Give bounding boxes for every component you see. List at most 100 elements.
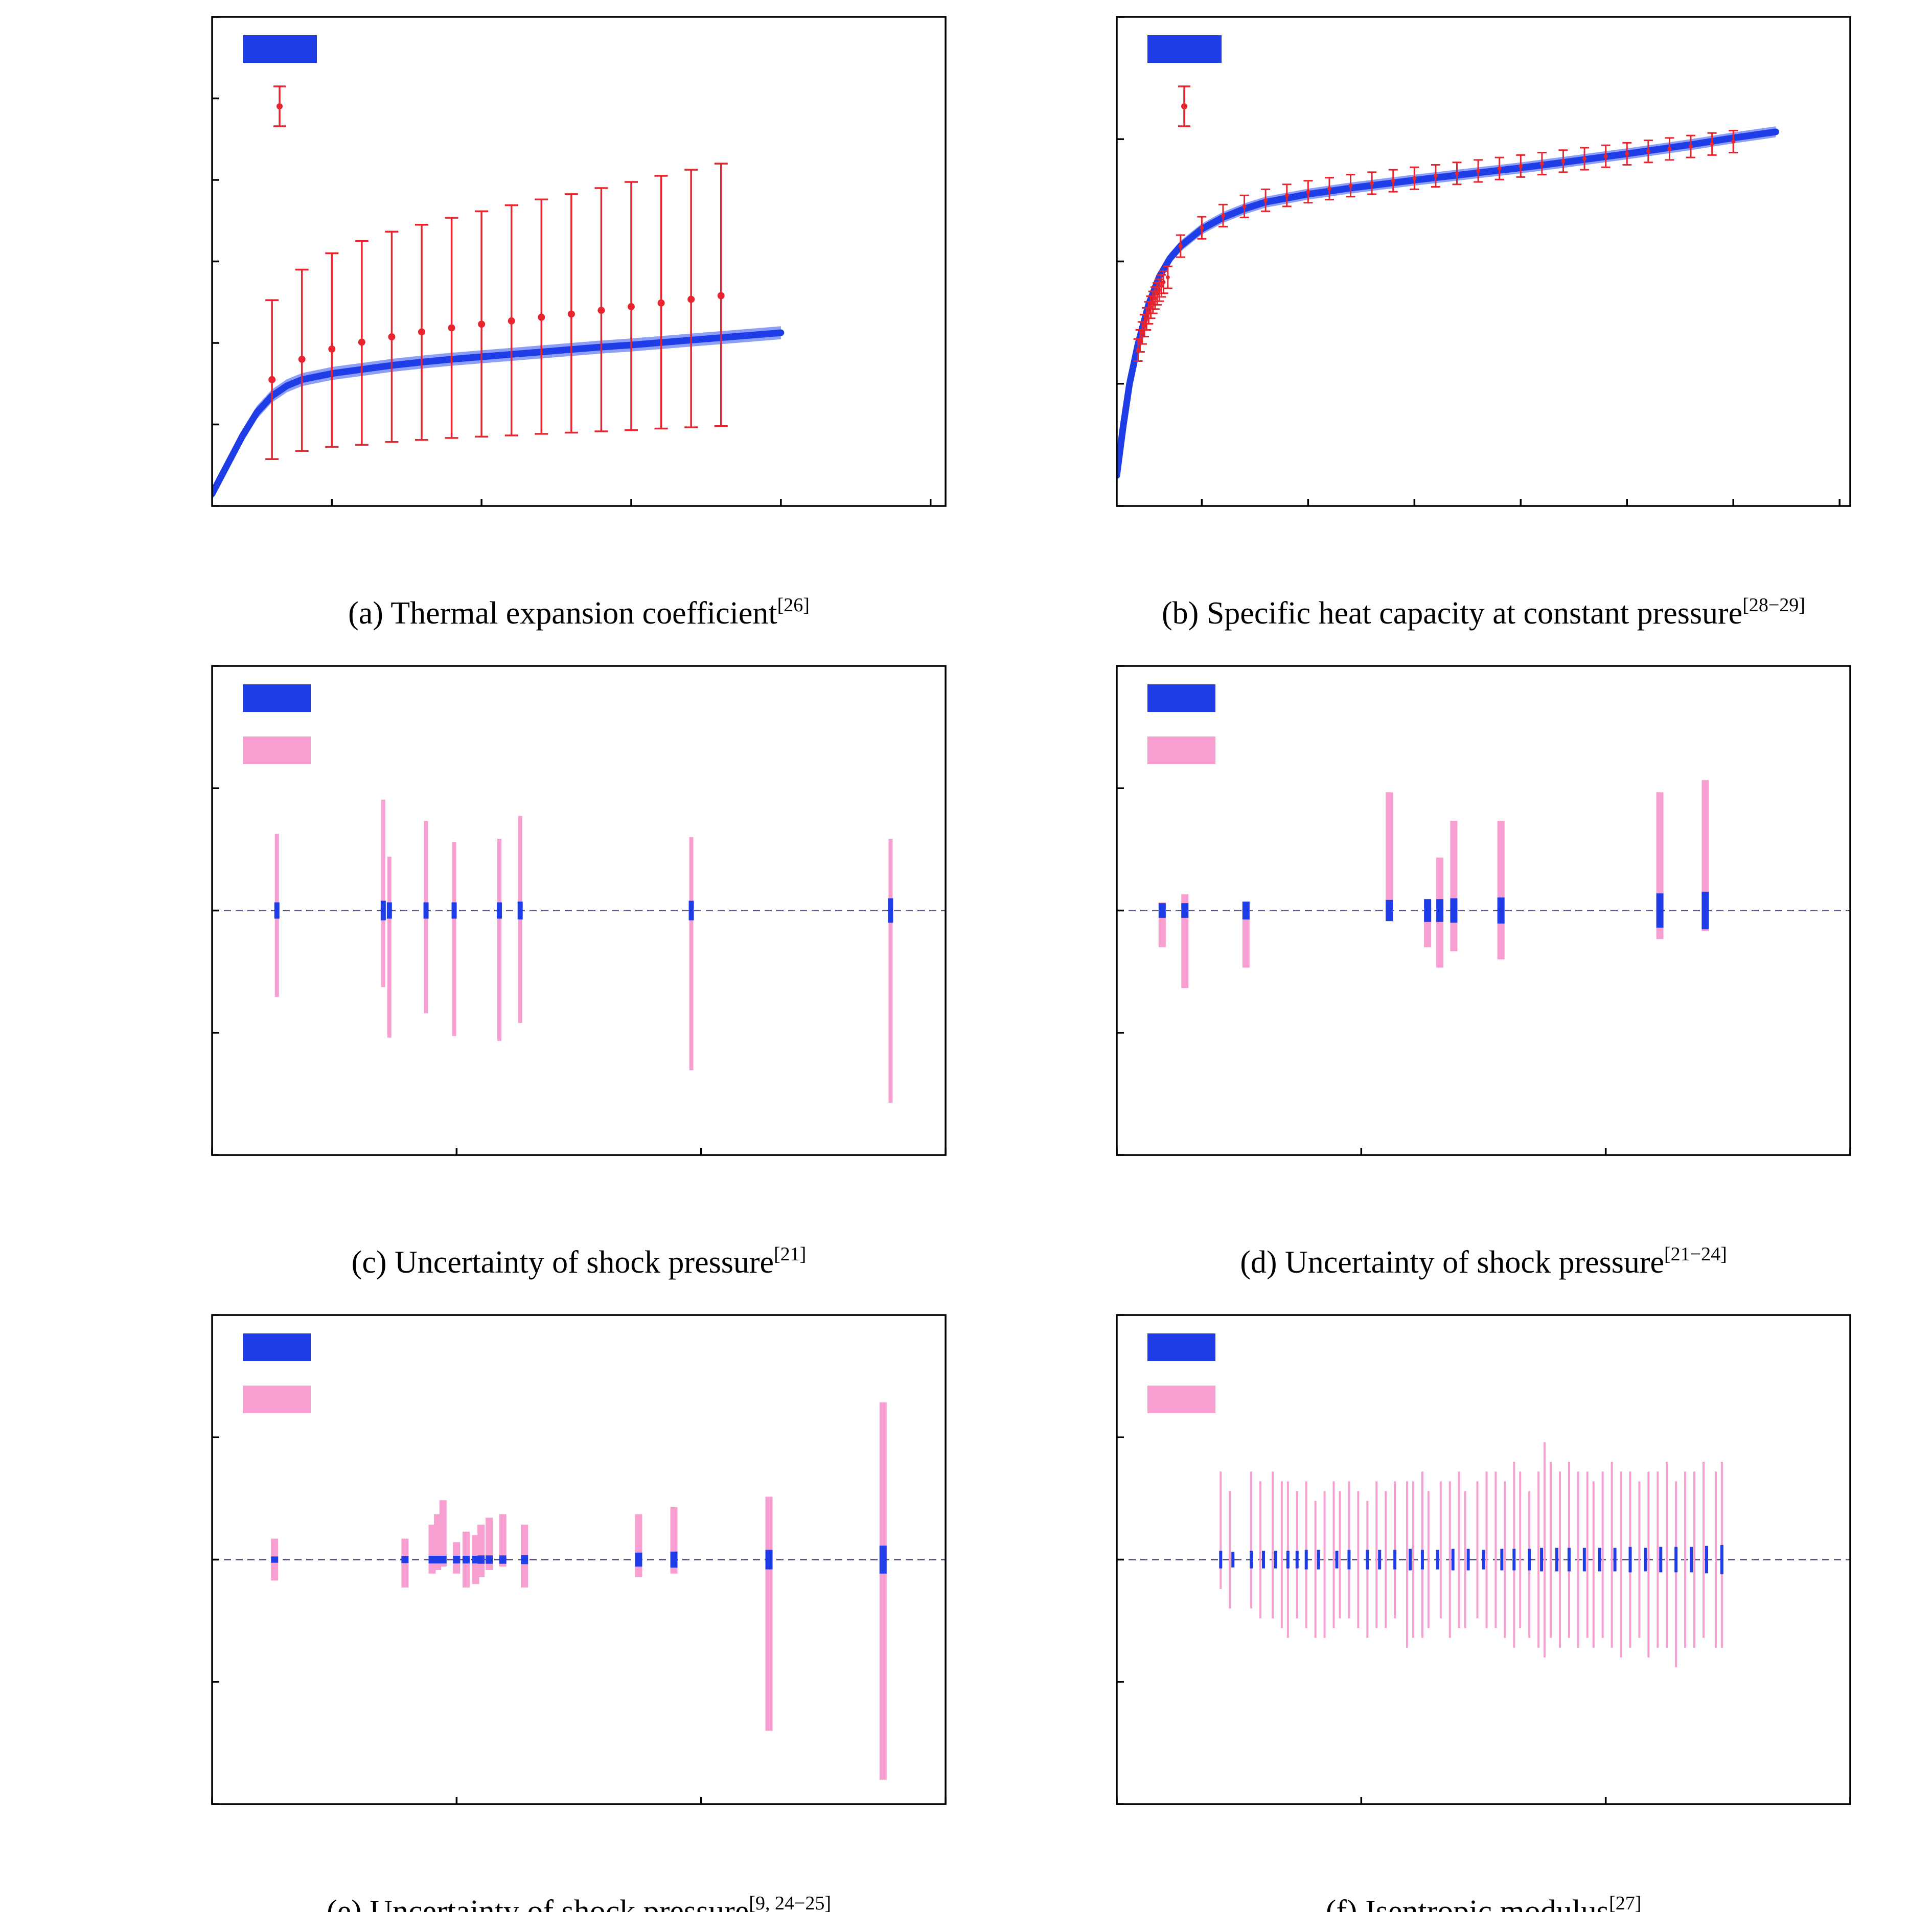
calibration-uncertainty-bar [1577, 1471, 1579, 1648]
calculated-uncertainty-bar [1582, 1548, 1586, 1572]
legend-swatch-calculated [1147, 684, 1215, 712]
calibration-uncertainty-bar [1448, 1481, 1451, 1638]
calibration-uncertainty-bar [1703, 1462, 1705, 1638]
panel-d: (d) Uncertainty of shock pressure[21−24] [1116, 665, 1851, 1280]
calibration-point [1582, 156, 1587, 161]
calculated-uncertainty-bar [1219, 1551, 1223, 1569]
calculated-uncertainty-bar [386, 902, 392, 919]
legend-swatch-calibration-point [1181, 103, 1187, 109]
calibration-uncertainty-bar [1280, 1481, 1283, 1628]
calculated-uncertainty-bar [670, 1551, 678, 1568]
calibration-point [1151, 300, 1155, 305]
calibration-point [1263, 198, 1268, 202]
calibration-uncertainty-bar [477, 1525, 485, 1577]
legend-swatch-calibration [1147, 1386, 1215, 1413]
caption-text: (c) Uncertainty of shock pressure [352, 1245, 774, 1280]
calculated-uncertainty-bar [1644, 1548, 1647, 1572]
calibration-uncertainty-bar [1394, 1481, 1396, 1619]
panel-b: (b) Specific heat capacity at constant p… [1116, 16, 1851, 631]
panel-c: (c) Uncertainty of shock pressure[21] [211, 665, 947, 1280]
calibration-point [268, 376, 276, 383]
calibration-uncertainty-bar [497, 839, 502, 1041]
panel-caption: (a) Thermal expansion coefficient[26] [348, 594, 810, 631]
caption-text: (d) Uncertainty of shock pressure [1240, 1245, 1664, 1280]
calibration-point [1731, 140, 1736, 144]
calculated-uncertainty-bar [1613, 1548, 1617, 1572]
calibration-uncertainty-bar [1684, 1471, 1687, 1648]
calibration-point [1138, 339, 1142, 343]
calibration-point [418, 328, 425, 336]
calculated-uncertainty-bar [517, 901, 523, 920]
calibration-uncertainty-bar [1693, 1471, 1696, 1648]
calibration-point [597, 307, 605, 314]
legend-swatch-calculated [1147, 35, 1222, 63]
legend-swatch-calibration-point [277, 103, 283, 109]
legend-swatch-calculated [243, 35, 317, 63]
calculated-uncertainty-bar [1436, 1550, 1439, 1570]
calculated-uncertainty-bar [1378, 1550, 1382, 1570]
calculated-uncertainty-bar [1628, 1547, 1632, 1573]
calculated-uncertainty-bar [1386, 900, 1393, 922]
calibration-point [478, 320, 486, 328]
calibration-uncertainty-bar [1458, 1471, 1460, 1628]
panel-caption: (f) Isentropic modulus[27] [1326, 1893, 1642, 1912]
calculated-uncertainty-bar [462, 1555, 470, 1564]
calibration-point [448, 324, 455, 332]
calculated-uncertainty-bar [1540, 1548, 1544, 1572]
calibration-uncertainty-bar [1357, 1491, 1360, 1628]
caption-reference: [26] [777, 594, 810, 616]
calibration-point [1140, 331, 1144, 335]
calculated-uncertainty-bar [1690, 1547, 1693, 1573]
plot-area [212, 799, 946, 1103]
calibration-point [657, 299, 665, 307]
calibration-uncertainty-bar [1271, 1471, 1274, 1619]
calibration-uncertainty-bar [1348, 1481, 1350, 1619]
calibration-point [1221, 213, 1225, 218]
calculated-uncertainty-bar [453, 1555, 461, 1564]
calculated-uncertainty-bar [497, 902, 502, 919]
panel-f: (f) Isentropic modulus[27] [1116, 1314, 1851, 1912]
calculated-uncertainty-bar [439, 1555, 447, 1564]
calibration-point [1539, 162, 1544, 166]
calibration-point [388, 333, 396, 341]
calculated-uncertainty-bar [1497, 897, 1505, 924]
calibration-uncertainty-bar [1339, 1491, 1341, 1619]
calculated-uncertainty-bar [1555, 1548, 1558, 1572]
calculated-uncertainty-bar [688, 901, 694, 920]
calibration-uncertainty-bar [1406, 1481, 1409, 1648]
calibration-uncertainty-bar [452, 842, 456, 1036]
calibration-uncertainty-bar [635, 1514, 642, 1577]
caption-text: (a) Thermal expansion coefficient [348, 596, 777, 631]
caption-reference: [28−29] [1742, 594, 1805, 616]
plot-area [1117, 780, 1850, 988]
calibration-uncertainty-bar [1494, 1471, 1497, 1628]
calibration-uncertainty-bar [888, 839, 893, 1103]
calibration-point [1603, 154, 1608, 158]
calculated-uncertainty-bar [428, 1555, 436, 1564]
calibration-uncertainty-bar [879, 1402, 887, 1780]
calibration-uncertainty-bar [1647, 1471, 1650, 1657]
calibration-point [1455, 171, 1459, 176]
calibration-point [1476, 169, 1481, 173]
calibration-point [1161, 280, 1166, 285]
calibration-point [1625, 151, 1629, 156]
calculated-uncertainty-bar [1295, 1551, 1299, 1569]
calibration-point [1178, 244, 1183, 248]
plot-area [212, 163, 785, 500]
calibration-point [508, 317, 515, 325]
calculated-uncertainty-bar [1512, 1549, 1516, 1571]
calculated-uncertainty-bar [1317, 1550, 1320, 1570]
calibration-uncertainty-bar [439, 1500, 447, 1567]
calculated-uncertainty-bar [1242, 901, 1250, 920]
calibration-uncertainty-bar [1550, 1462, 1552, 1638]
calculated-uncertainty-bar [1366, 1550, 1369, 1570]
calibration-uncertainty-bar [387, 857, 392, 1038]
calculated-uncertainty-bar [1567, 1548, 1571, 1572]
plot-area [1117, 126, 1779, 481]
calculated-uncertainty-bar [1181, 903, 1189, 918]
legend-swatch-calculated [1147, 1333, 1215, 1361]
calibration-uncertainty-bar [1412, 1481, 1414, 1638]
calibration-uncertainty-bar [499, 1514, 507, 1567]
calculated-uncertainty-bar [1158, 903, 1166, 918]
calibration-uncertainty-bar [1611, 1462, 1613, 1648]
